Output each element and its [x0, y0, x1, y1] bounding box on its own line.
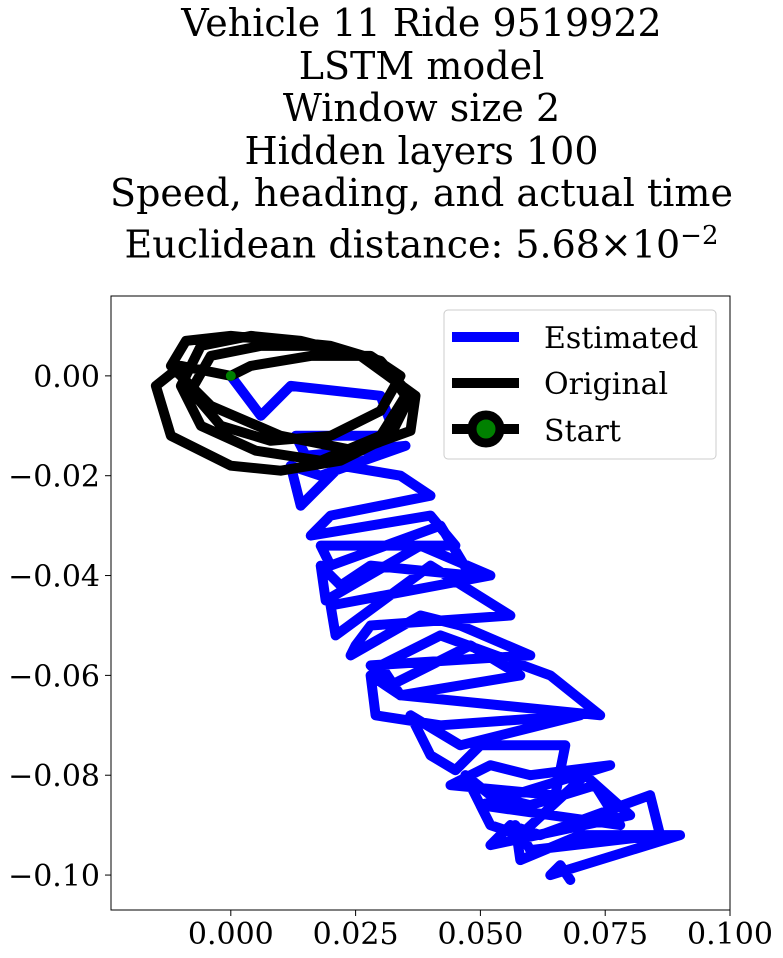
estimated-trajectory-line	[225, 370, 686, 885]
x-tick-label: 0.075	[562, 917, 648, 952]
legend-label-original: Original	[544, 367, 668, 402]
y-tick-label: −0.10	[8, 859, 100, 894]
y-tick-label: −0.04	[8, 560, 100, 595]
y-tick-label: −0.08	[8, 759, 100, 794]
y-tick-label: −0.02	[8, 460, 100, 495]
title-line: Hidden layers 100	[244, 128, 599, 173]
title-line: Window size 2	[282, 86, 561, 131]
power-base: 10	[631, 222, 681, 267]
title-line: Vehicle 11 Ride 9519922	[181, 1, 662, 45]
legend-marker-start	[467, 410, 505, 448]
title-line: LSTM model	[298, 43, 545, 88]
ticks-layer: 0.000 0.025 0.050 0.075 0.100 0.00 −0.02 −0.04 −…	[8, 360, 773, 952]
legend-label-start: Start	[544, 414, 621, 449]
start-point-marker	[225, 370, 236, 381]
title-line: Speed, heading, and actual time	[110, 171, 733, 216]
power-exponent: −2	[680, 220, 719, 251]
legend: Estimated Original Start	[443, 309, 717, 460]
title-line-distance: Euclidean distance: 5.68×10−2	[0, 215, 783, 266]
chart-title: Vehicle 11 Ride 9519922 LSTM model Windo…	[0, 2, 783, 266]
x-tick-label: 0.100	[687, 917, 773, 952]
series-layer	[150, 330, 686, 885]
distance-value: Euclidean distance: 5.68	[124, 222, 600, 267]
times-sign: ×	[599, 222, 632, 267]
original-trajectory-line	[150, 330, 421, 476]
legend-box	[443, 309, 717, 460]
x-tick-label: 0.000	[188, 917, 274, 952]
x-tick-label: 0.025	[313, 917, 399, 952]
y-tick-label: 0.00	[33, 360, 100, 395]
x-tick-label: 0.050	[437, 917, 523, 952]
y-tick-label: −0.06	[8, 659, 100, 694]
plot-frame	[110, 295, 731, 911]
legend-label-estimated: Estimated	[544, 321, 698, 356]
